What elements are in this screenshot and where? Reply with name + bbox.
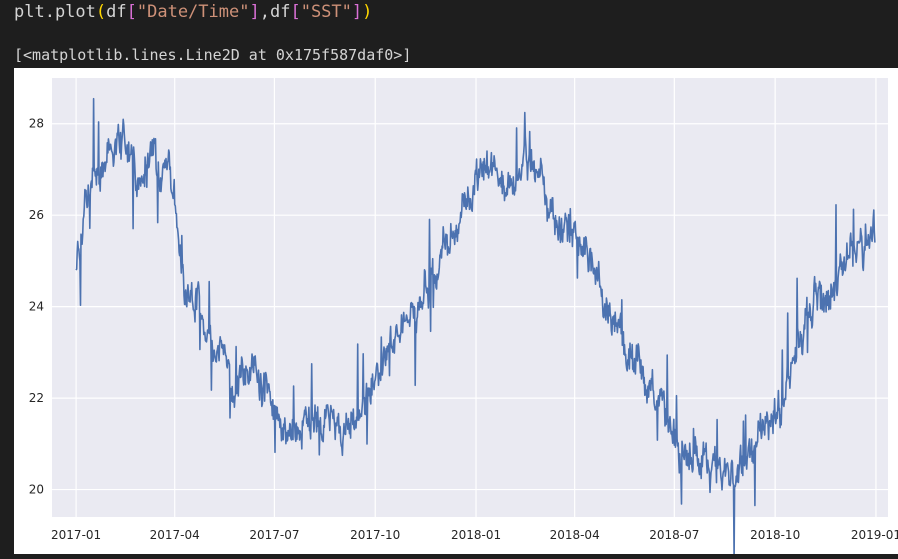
y-tick-label: 28 [29,117,44,131]
code-arg1-key: "Date/Time" [136,2,250,22]
code-fn: plt.plot [14,2,96,22]
plot-image: 20 22 24 26 28 2017-01 2017-04 2017-07 2017-10 20… [14,68,898,559]
code-sep: , [259,2,270,22]
code-line: plt.plot(df["Date/Time"],df["SST"]) [14,0,372,24]
x-tick-label: 2018-07 [649,528,699,542]
x-tick-label: 2017-04 [150,528,200,542]
y-tick-label: 26 [29,208,44,222]
code-arg1-obj: df [106,2,127,22]
x-tick-label: 2017-01 [51,528,101,542]
code-arg1-open: [ [126,2,137,22]
output-repr: [<matplotlib.lines.Line2D at 0x175f587da… [14,46,412,64]
sst-series-line [75,97,876,559]
cell-output: [<matplotlib.lines.Line2D at 0x175f587da… [0,36,898,559]
x-tick-label: 2018-04 [550,528,600,542]
y-tick-label: 24 [29,300,44,314]
x-tick-label: 2018-10 [750,528,800,542]
code-arg2-open: [ [290,2,301,22]
code-close-paren: ) [362,2,373,22]
x-tick-label: 2017-07 [249,528,299,542]
sst-line-chart: 20 22 24 26 28 2017-01 2017-04 2017-07 2017-10 20… [29,78,898,559]
x-tick-label: 2019-01 [851,528,898,542]
code-input[interactable]: plt.plot(df["Date/Time"],df["SST"]) [0,0,898,37]
x-tick-label: 2017-10 [350,528,400,542]
code-arg1-close: ] [249,2,260,22]
code-open-paren: ( [95,2,107,22]
y-tick-label: 20 [29,483,44,497]
code-arg2-obj: df [269,2,291,22]
code-arg2-key: "SST" [300,2,352,22]
plot-area [52,78,888,517]
code-arg2-close: ] [351,2,363,22]
y-tick-label: 22 [29,391,44,405]
x-tick-label: 2018-01 [451,528,501,542]
